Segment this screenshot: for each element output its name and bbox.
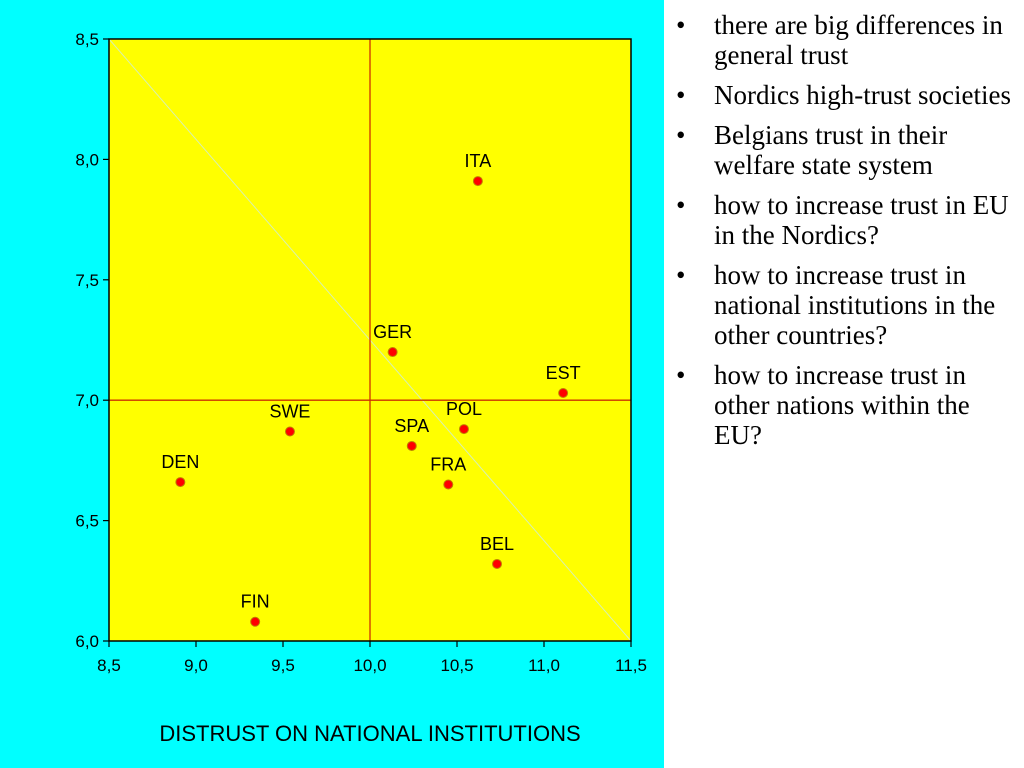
y-tick-label: 7,5: [75, 271, 99, 290]
bullet-icon: •: [676, 190, 686, 220]
data-point-label: FRA: [430, 454, 466, 474]
bullet-text: how to increase trust in EU in the Nordi…: [714, 190, 1009, 250]
data-point-label: SPA: [394, 416, 429, 436]
bullet-list: • there are big differences in general tr…: [672, 10, 1020, 460]
y-tick-label: 6,0: [75, 632, 99, 651]
scatter-chart: 6,0 6,5 7,0 7,5 8,0 8,5 8,5 9,0 9,5 10,0 10,5 11,0 1…: [75, 30, 647, 746]
x-axis-title: DISTRUST ON NATIONAL INSTITUTIONS: [159, 721, 580, 746]
bullet-icon: •: [676, 10, 686, 40]
bullet-item: • how to increase trust in other nations …: [672, 360, 1020, 450]
bullet-icon: •: [676, 360, 686, 390]
data-point-label: ITA: [465, 151, 492, 171]
bullet-text: how to increase trust in national instit…: [714, 260, 996, 350]
data-point: [443, 479, 454, 490]
y-tick-label: 7,0: [75, 391, 99, 410]
data-point-label: FIN: [241, 592, 270, 612]
bullet-item: • Belgians trust in their welfare state s…: [672, 120, 1020, 180]
y-tick-label: 8,5: [75, 30, 99, 49]
bullet-item: • how to increase trust in national insti…: [672, 260, 1020, 350]
y-tick-label: 6,5: [75, 512, 99, 531]
data-point: [406, 440, 417, 451]
x-tick-label: 8,5: [97, 656, 121, 675]
x-tick-label: 9,5: [271, 656, 295, 675]
data-point: [558, 387, 569, 398]
data-point: [175, 477, 186, 488]
data-point: [250, 616, 261, 627]
data-point: [387, 347, 398, 358]
bullet-text: there are big differences in general tru…: [714, 10, 1003, 70]
bullet-text: Nordics high-trust societies: [714, 80, 1011, 110]
data-point-label: SWE: [269, 402, 310, 422]
data-point-label: DEN: [161, 452, 199, 472]
bullet-item: • how to increase trust in EU in the Nord…: [672, 190, 1020, 250]
data-point: [458, 424, 469, 435]
x-tick-label: 10,5: [440, 656, 473, 675]
bullet-item: • there are big differences in general tr…: [672, 10, 1020, 70]
data-point-label: EST: [546, 363, 581, 383]
bullet-item: • Nordics high-trust societies: [672, 80, 1020, 110]
data-point-label: BEL: [480, 534, 514, 554]
data-point-label: POL: [446, 399, 482, 419]
data-point-label: GER: [373, 322, 412, 342]
data-point: [472, 176, 483, 187]
y-tick-label: 8,0: [75, 150, 99, 169]
bullet-icon: •: [676, 120, 686, 150]
bullet-icon: •: [676, 80, 686, 110]
chart-panel: 6,0 6,5 7,0 7,5 8,0 8,5 8,5 9,0 9,5 10,0 10,5 11,0 1…: [0, 0, 664, 768]
x-tick-label: 10,0: [353, 656, 386, 675]
x-tick-label: 11,5: [615, 656, 647, 675]
x-tick-label: 11,0: [528, 656, 560, 675]
x-tick-label: 9,0: [184, 656, 208, 675]
data-point: [492, 558, 503, 569]
bullet-text: how to increase trust in other nations w…: [714, 360, 970, 450]
data-point: [284, 426, 295, 437]
bullet-text: Belgians trust in their welfare state sy…: [714, 120, 948, 180]
bullet-icon: •: [676, 260, 686, 290]
